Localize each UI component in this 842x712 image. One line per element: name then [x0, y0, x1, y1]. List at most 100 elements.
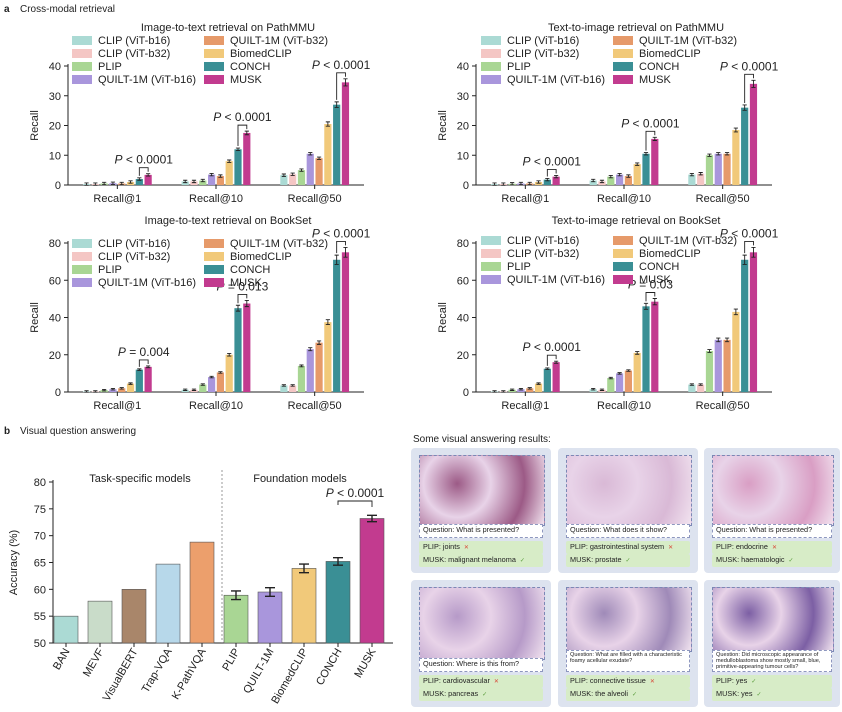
answer-mark-icon: ✕ [668, 545, 674, 551]
chart3-significance-bracket [138, 359, 149, 367]
vqa-y-tick-label: 75 [34, 504, 46, 516]
chart3-error-bar [308, 347, 313, 352]
chart1-legend-label: QUILT-1M (ViT-b16) [98, 74, 196, 86]
chart4-legend-label: QUILT-1M (ViT-b16) [507, 274, 605, 286]
chart4-error-bar [643, 302, 649, 310]
chart2-title: Text-to-image retrieval on PathMMU [548, 22, 724, 34]
chart4-y-tick-label: 20 [457, 350, 469, 362]
chart1-bar [306, 153, 314, 185]
chart3-bar [144, 366, 152, 392]
chart1-error-bar [119, 181, 124, 186]
chart2-bar [723, 153, 731, 185]
chart1-error-bar [183, 179, 188, 184]
chart4-bar [749, 252, 758, 392]
chart3-bar [234, 308, 242, 392]
vqa-example-2: Question: What does it show? PLIP: gastro… [558, 448, 698, 573]
chart2-bar [651, 138, 659, 185]
chart1-error-bar [244, 130, 249, 136]
vqa-question: Question: What is presented? [712, 524, 832, 538]
chart1-legend-swatch [72, 49, 92, 58]
chart1-bar [297, 170, 306, 185]
chart2-bar [607, 176, 615, 185]
chart4-significance-bracket [744, 240, 754, 254]
chart3-error-bar [235, 304, 241, 312]
chart3-significance-bracket [237, 293, 248, 304]
chart2-y-tick-label: 0 [463, 180, 469, 192]
chart2-bar [543, 179, 551, 185]
chart1-error-bar [102, 181, 107, 186]
vqa-example-3: Question: What is presented? PLIP: endocr… [704, 448, 840, 573]
chart3-error-bar [209, 375, 214, 379]
chart1-y-tick-label: 30 [49, 91, 61, 103]
chart3-error-bar [137, 368, 142, 371]
chart3-error-bar [218, 371, 223, 374]
chart4-legend-label: QUILT-1M (ViT-b32) [639, 235, 737, 247]
chart3-bar [126, 383, 135, 392]
answer-mark-icon: ✕ [771, 545, 777, 551]
chart2-significance-bracket [645, 130, 656, 151]
answer-mark-icon: ✕ [493, 679, 499, 685]
chart4-y-tick-label: 80 [457, 238, 469, 250]
chart1-error-bar [93, 182, 98, 186]
chart4-legend-swatch [481, 262, 501, 271]
vqa-bar [121, 589, 147, 644]
panel-a-letter: a [4, 4, 10, 15]
chart4-ylabel: Recall [437, 302, 449, 333]
vqa-x-tick-label: BiomedCLIP [269, 647, 310, 706]
vqa-question: Question: Did microscopic appearance of … [712, 650, 832, 672]
chart4-error-bar [724, 337, 730, 343]
chart3-bar [109, 389, 117, 392]
chart2-error-bar [617, 172, 622, 177]
chart4-title: Text-to-image retrieval on BookSet [552, 215, 721, 227]
chart2-error-bar [599, 179, 605, 184]
chart1-bar [199, 180, 207, 185]
chart2-legend-swatch [481, 75, 501, 84]
chart4-bar [526, 388, 534, 392]
chart4-error-bar [742, 254, 747, 265]
chart2-significance-label: P < 0.0001 [523, 154, 582, 168]
chart2-bar [732, 129, 740, 185]
chart2-error-bar [501, 182, 506, 186]
answer-mark-icon: ✓ [751, 679, 757, 685]
chart4-legend-swatch [613, 262, 633, 271]
chart2-error-bar [545, 178, 550, 182]
chart1-error-bar [334, 101, 339, 108]
chart1-bar [234, 149, 242, 185]
chart4-error-bar [591, 388, 596, 391]
vqa-bar [291, 568, 317, 644]
vqa-error-bar [231, 590, 241, 601]
chart4-significance-label: P < 0.0001 [523, 340, 582, 354]
chart2-legend-swatch [613, 49, 633, 58]
chart3-bar [315, 342, 323, 392]
chart2-legend-swatch [613, 36, 633, 45]
chart2-legend-label: PLIP [507, 61, 531, 73]
chart1-bar [225, 161, 233, 185]
answer-mark-icon: ✓ [519, 558, 525, 564]
chart1-error-bar [209, 172, 214, 177]
chart2-y-tick-label: 40 [457, 61, 469, 73]
chart3-error-bar [227, 352, 232, 357]
vqa-error-bar [367, 514, 377, 523]
chart3-bar [333, 259, 341, 392]
panel-b-letter: b [4, 426, 11, 437]
chart1-legend-label: CLIP (ViT-b16) [98, 35, 170, 47]
chart2-error-bar [707, 153, 712, 157]
chart4-error-bar [527, 387, 532, 390]
vqa-x-tick-label: PLIP [220, 647, 242, 674]
chart1-error-bar [281, 173, 286, 177]
chart3-legend-swatch [204, 239, 224, 248]
chart3-legend-swatch [72, 265, 92, 274]
chart2-legend-label: QUILT-1M (ViT-b32) [639, 35, 737, 47]
chart1-legend-label: CONCH [230, 61, 270, 73]
chart2-bar [688, 174, 696, 185]
chart3-error-bar [183, 388, 188, 391]
chart2-error-bar [652, 136, 657, 141]
chart3-y-tick-label: 60 [49, 275, 61, 287]
answer-mark-icon: ✓ [632, 692, 638, 698]
chart4-bar [589, 389, 597, 392]
chart3-bar [216, 372, 224, 392]
vqa-question: Question: What does it show? [566, 524, 690, 538]
musk-answer: MUSK: pancreas ✓ [419, 688, 543, 701]
chart1-bar [144, 174, 152, 185]
